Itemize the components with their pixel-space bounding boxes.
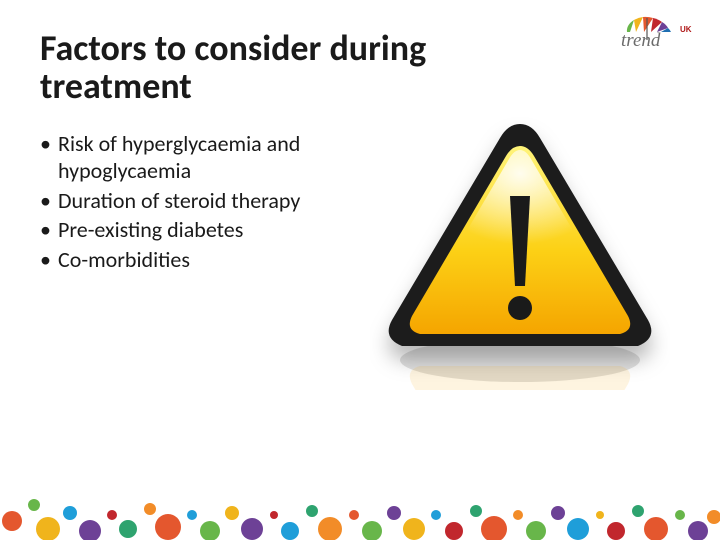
list-item: Risk of hyperglycaemia and hypoglycaemia: [40, 130, 340, 185]
slide-container: trend UK Factors to consider during trea…: [0, 0, 720, 540]
list-item: Pre-existing diabetes: [40, 216, 340, 244]
footer-dots: [0, 485, 720, 540]
list-item: Duration of steroid therapy: [40, 187, 340, 215]
bullet-list: Risk of hyperglycaemia and hypoglycaemia…: [40, 130, 340, 276]
list-item: Co-morbidities: [40, 246, 340, 274]
logo-text: trend: [621, 30, 661, 50]
slide-title: Factors to consider during treatment: [40, 30, 460, 106]
brand-logo: trend UK: [605, 14, 700, 50]
logo-sup: UK: [680, 25, 692, 34]
warning-sign-icon: [370, 110, 670, 390]
